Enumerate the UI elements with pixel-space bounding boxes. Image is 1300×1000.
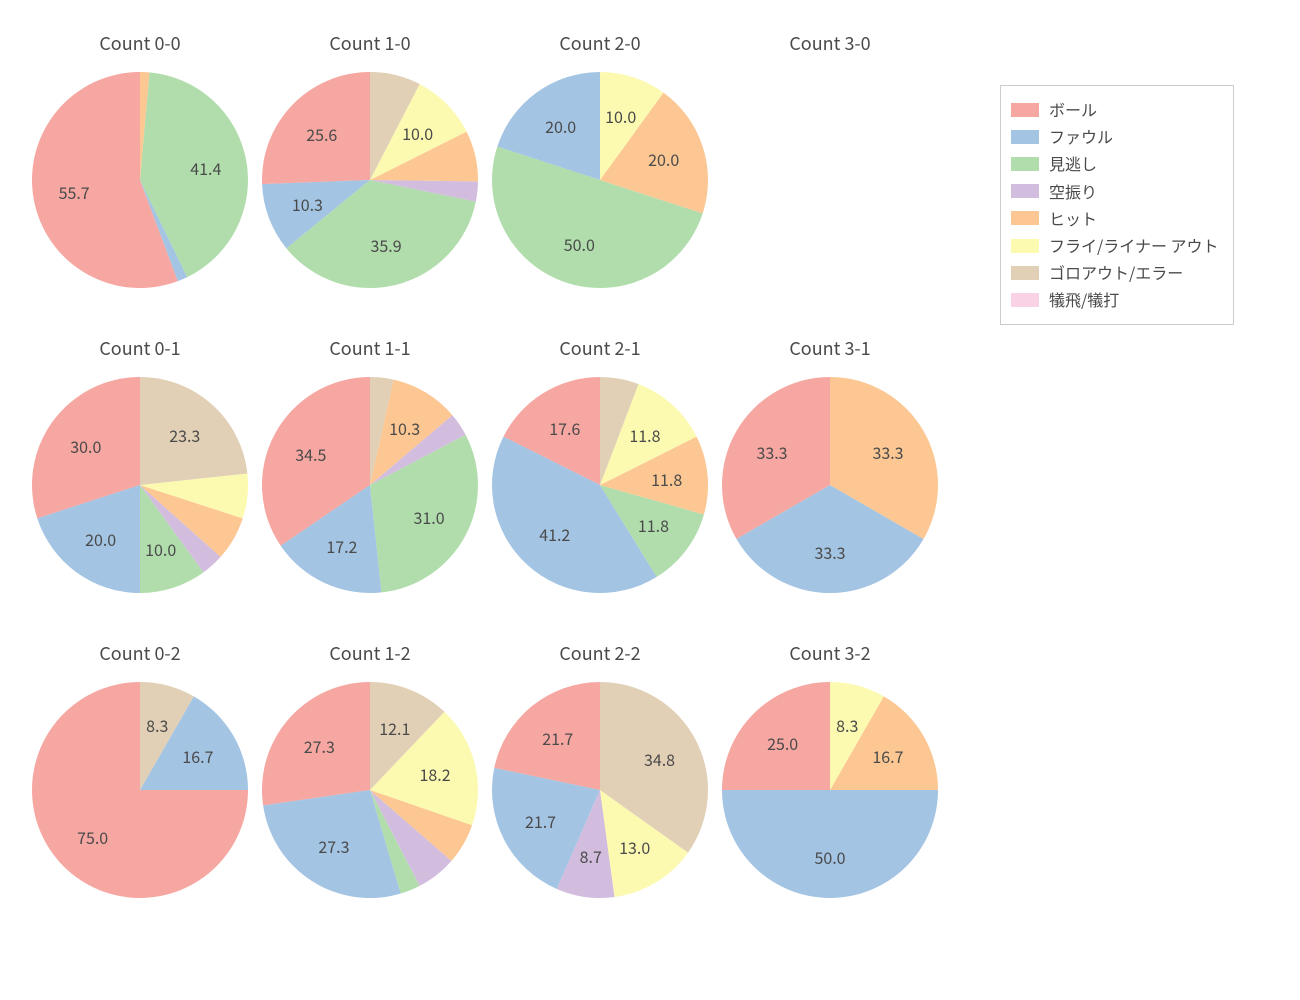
pie-c00 xyxy=(32,72,248,288)
legend-swatch-ball xyxy=(1011,103,1039,117)
legend-swatch-sac xyxy=(1011,293,1039,307)
panel-title-c11: Count 1-1 xyxy=(329,335,410,361)
legend-item-foul: ファウル xyxy=(1011,123,1219,150)
panel-title-c22: Count 2-2 xyxy=(559,640,640,666)
panel-title-c20: Count 2-0 xyxy=(559,30,640,56)
pie-c01 xyxy=(32,377,248,593)
legend-swatch-foul xyxy=(1011,130,1039,144)
panel-title-c01: Count 0-1 xyxy=(99,335,180,361)
legend-label-flyliner: フライ/ライナー アウト xyxy=(1049,232,1219,259)
legend-label-foul: ファウル xyxy=(1049,123,1113,150)
panel-title-c10: Count 1-0 xyxy=(329,30,410,56)
chart-grid: Count 0-055.741.4Count 1-025.610.335.910… xyxy=(0,0,1300,1000)
pie-c11 xyxy=(262,377,478,593)
pie-c10 xyxy=(262,72,478,288)
legend-item-flyliner: フライ/ライナー アウト xyxy=(1011,232,1219,259)
panel-title-c31: Count 3-1 xyxy=(789,335,870,361)
legend-label-ground: ゴロアウト/エラー xyxy=(1049,259,1183,286)
pie-c22 xyxy=(492,682,708,898)
legend-label-ball: ボール xyxy=(1049,96,1097,123)
pie-c32 xyxy=(722,682,938,898)
slice-c32-foul xyxy=(722,790,938,898)
legend-label-swing: 空振り xyxy=(1049,178,1097,205)
panel-title-c02: Count 0-2 xyxy=(99,640,180,666)
legend-label-sac: 犠飛/犠打 xyxy=(1049,286,1119,313)
legend-item-sac: 犠飛/犠打 xyxy=(1011,286,1219,313)
legend-item-ball: ボール xyxy=(1011,96,1219,123)
panel-title-c12: Count 1-2 xyxy=(329,640,410,666)
slice-c01-ground xyxy=(140,377,247,485)
legend-swatch-hit xyxy=(1011,211,1039,225)
slice-c10-ball xyxy=(262,72,370,184)
pie-c02 xyxy=(32,682,248,898)
legend-label-hit: ヒット xyxy=(1049,205,1097,232)
panel-title-c21: Count 2-1 xyxy=(559,335,640,361)
pie-c12 xyxy=(262,682,478,898)
panel-title-c32: Count 3-2 xyxy=(789,640,870,666)
legend-swatch-swing xyxy=(1011,184,1039,198)
panel-title-c00: Count 0-0 xyxy=(99,30,180,56)
panel-title-c30: Count 3-0 xyxy=(789,30,870,56)
pie-c21 xyxy=(492,377,708,593)
legend: ボールファウル見逃し空振りヒットフライ/ライナー アウトゴロアウト/エラー犠飛/… xyxy=(1000,85,1234,325)
legend-swatch-flyliner xyxy=(1011,239,1039,253)
legend-swatch-look xyxy=(1011,157,1039,171)
legend-item-look: 見逃し xyxy=(1011,150,1219,177)
legend-item-swing: 空振り xyxy=(1011,178,1219,205)
slice-c12-ball xyxy=(262,682,370,806)
legend-label-look: 見逃し xyxy=(1049,150,1097,177)
slice-c32-ball xyxy=(722,682,830,790)
legend-item-ground: ゴロアウト/エラー xyxy=(1011,259,1219,286)
legend-item-hit: ヒット xyxy=(1011,205,1219,232)
pie-c20 xyxy=(492,72,708,288)
legend-swatch-ground xyxy=(1011,266,1039,280)
pie-c31 xyxy=(722,377,938,593)
